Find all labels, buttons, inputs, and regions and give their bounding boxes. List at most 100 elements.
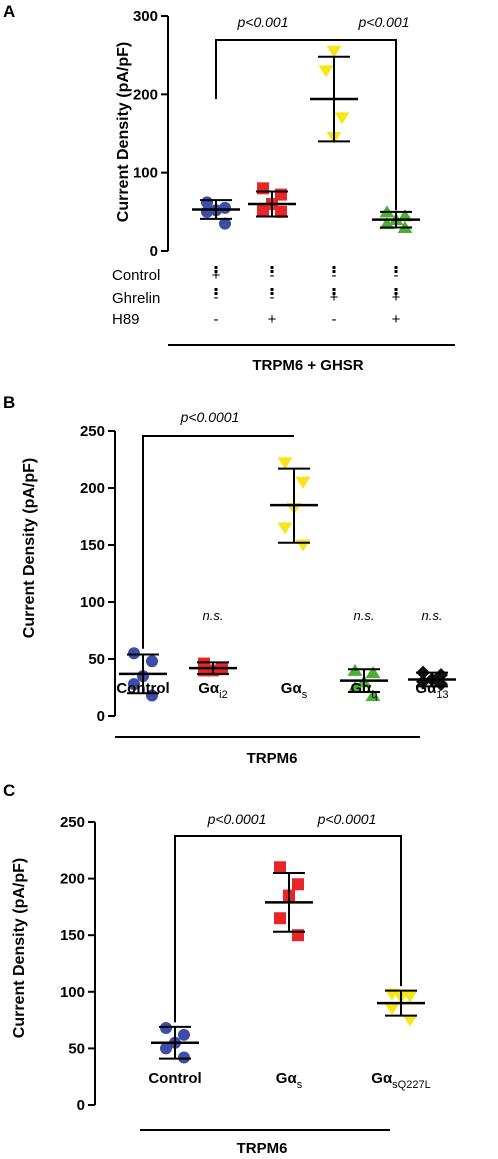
series-group [151, 1022, 199, 1064]
column-dot [270, 270, 274, 273]
panel-letter-a: A [3, 2, 15, 21]
data-point [397, 209, 413, 222]
data-point [146, 655, 158, 668]
sign-control-2: - [270, 267, 275, 284]
series-group [372, 205, 420, 295]
y-tick-label: 150 [80, 537, 105, 554]
series-group [340, 663, 388, 701]
group-label-a: TRPM6 + GHSR [252, 357, 363, 374]
y-tick-label: 250 [60, 814, 85, 831]
sign-h89-2: + [268, 311, 277, 328]
y-ticks-c: 0 50 100 150 200 250 [60, 814, 96, 1114]
series-group [270, 457, 318, 552]
group-label-c: TRPM6 [237, 1140, 288, 1157]
x-category-label: Gαs [281, 680, 308, 701]
data-point [326, 45, 342, 58]
column-dot [214, 270, 218, 273]
p-value-label: p<0.0001 [207, 811, 267, 827]
y-axis-label-a: Current Density (pA/pF) [115, 42, 132, 222]
sign-ghrelin-3: + [330, 289, 339, 306]
data-point [334, 112, 350, 125]
series-group [377, 988, 425, 1027]
column-dot [270, 292, 274, 295]
x-categories-c: Control Gαs GαsQ227L [148, 1070, 430, 1091]
series-group [248, 182, 296, 295]
sign-h89-4: + [392, 311, 401, 328]
series-group [310, 45, 358, 295]
sign-ghrelin-2: - [270, 289, 275, 306]
data-point [275, 205, 287, 218]
y-tick-label: 100 [133, 165, 158, 182]
x-category-label: Control [116, 680, 169, 697]
y-tick-label: 200 [60, 871, 85, 888]
x-category-label: Gα13 [415, 680, 448, 701]
p-value-label: p<0.0001 [317, 811, 377, 827]
y-tick-label: 0 [77, 1097, 85, 1114]
row-label-control: Control [112, 267, 160, 284]
plot-area-b: p<0.0001 n.s. n.s. n.s. [119, 409, 456, 702]
p-value-label: p<0.001 [237, 14, 289, 30]
y-ticks-a: 0 100 200 300 [133, 8, 169, 260]
sign-ghrelin-1: - [214, 289, 219, 306]
series-group [408, 665, 456, 692]
group-label-b: TRPM6 [247, 750, 298, 767]
sign-ghrelin-4: + [392, 289, 401, 306]
data-point [292, 878, 304, 891]
y-tick-label: 50 [88, 651, 105, 668]
panel-b: B Current Density (pA/pF) 0 50 100 150 200 25… [3, 393, 456, 767]
data-point [365, 688, 381, 701]
data-point [257, 204, 269, 217]
y-tick-label: 0 [150, 243, 158, 260]
data-point [295, 539, 311, 552]
column-dot [394, 288, 398, 291]
data-point [277, 522, 293, 535]
data-point [219, 201, 231, 214]
ns-label: n.s. [203, 608, 224, 623]
y-tick-label: 250 [80, 423, 105, 440]
x-category-label: Gαs [276, 1070, 303, 1091]
data-point [365, 666, 381, 679]
panel-a: A Current Density (pA/pF) 0 100 200 300 p<0… [3, 2, 455, 374]
sign-h89-3: - [332, 311, 337, 328]
series-group [119, 647, 167, 702]
column-dot [332, 288, 336, 291]
panel-letter-b: B [3, 393, 15, 412]
x-category-label: Gαi2 [198, 680, 227, 701]
data-point [295, 476, 311, 489]
data-point [274, 912, 286, 925]
panel-c: C Current Density (pA/pF) 0 50 100 150 200 25… [3, 781, 431, 1157]
y-axis-label-b: Current Density (pA/pF) [21, 458, 38, 638]
column-dot [214, 292, 218, 295]
p-value-label: p<0.0001 [180, 409, 240, 425]
panel-letter-c: C [3, 781, 15, 800]
y-tick-label: 150 [60, 927, 85, 944]
series-group [265, 861, 313, 942]
data-point [178, 1028, 190, 1041]
column-dot [270, 288, 274, 291]
data-point [347, 681, 363, 693]
x-category-label: Control [148, 1070, 201, 1087]
data-point [128, 678, 140, 691]
data-point [219, 217, 231, 230]
x-category-label: GαsQ227L [371, 1070, 430, 1091]
column-dot [332, 270, 336, 273]
y-tick-label: 200 [80, 480, 105, 497]
series-group [192, 196, 240, 295]
column-dot [214, 266, 218, 269]
plot-area-a: p<0.001 p<0.001 [192, 14, 420, 295]
data-point [257, 182, 269, 195]
ns-label: n.s. [422, 608, 443, 623]
data-point [277, 457, 293, 470]
row-label-ghrelin: Ghrelin [112, 290, 160, 307]
data-point [128, 647, 140, 660]
series-group [189, 657, 237, 677]
y-tick-label: 100 [60, 984, 85, 1001]
data-point [160, 1022, 172, 1035]
plot-area-c: p<0.0001 p<0.0001 [151, 811, 425, 1064]
y-tick-label: 200 [133, 86, 158, 103]
column-dot [394, 292, 398, 295]
column-dot [332, 266, 336, 269]
y-tick-label: 100 [80, 594, 105, 611]
y-tick-label: 300 [133, 8, 158, 25]
